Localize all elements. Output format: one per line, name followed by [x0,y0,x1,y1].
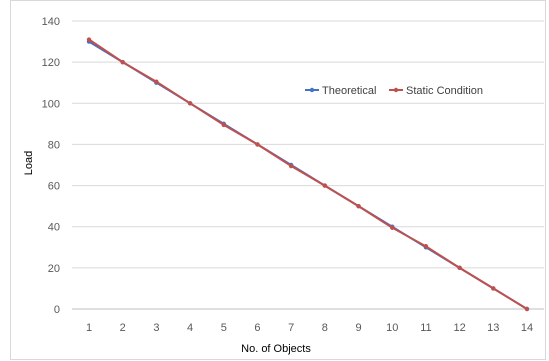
x-tick-label: 6 [254,322,260,334]
data-point [356,203,361,209]
y-tick-label: 0 [54,304,60,316]
y-tick-label: 100 [42,98,60,110]
data-point [86,37,92,42]
gridlines [72,20,544,269]
x-tick-label: 10 [386,322,398,334]
legend: Theoretical Static Condition [305,85,483,97]
series-line-1 [88,38,528,310]
y-tick-label: 140 [42,16,60,28]
data-point [322,183,328,188]
x-tick-label: 3 [153,322,159,334]
y-tick-label: 40 [48,222,60,234]
series-lines [86,37,530,312]
x-axis-title: No. of Objects [241,343,311,355]
data-point [120,59,125,65]
legend-marker [393,87,399,93]
data-point [491,286,496,291]
y-tick-label: 20 [48,263,60,275]
data-point [524,306,530,312]
data-point [154,79,159,84]
data-point [221,122,226,128]
data-point [187,101,193,106]
x-tick-label: 7 [288,322,294,334]
x-tick-label: 13 [487,322,499,334]
data-point [457,265,462,271]
y-axis-title: Load [23,151,35,175]
data-point [390,225,395,230]
data-point [255,142,260,147]
chart-area [10,0,546,360]
data-point [423,244,429,249]
y-tick-label: 80 [48,139,60,151]
legend-marker [309,87,315,93]
y-tick-label: 120 [42,57,60,69]
x-tick-label: 5 [221,322,227,334]
x-tick-label: 11 [420,322,431,334]
x-tick-label: 14 [521,322,533,334]
x-tick-label: 1 [86,322,92,334]
x-tick-label: 8 [322,322,328,334]
x-tick-label: 9 [355,322,361,334]
x-tick-label: 12 [453,322,465,334]
legend-label: Theoretical [322,85,376,97]
data-point [288,163,294,169]
x-tick-label: 4 [187,322,193,334]
legend-label: Static Condition [406,85,483,97]
x-tick-label: 2 [120,322,126,334]
y-tick-label: 60 [48,181,60,193]
